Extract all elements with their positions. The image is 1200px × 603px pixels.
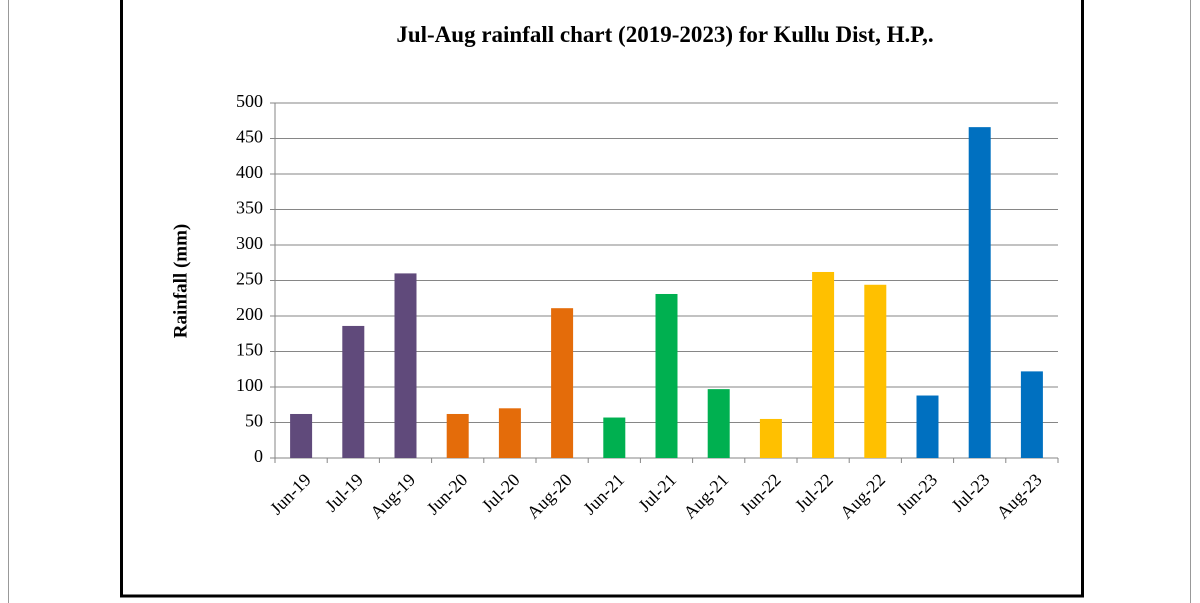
- bar: [342, 325, 365, 458]
- bar: [551, 308, 574, 458]
- bar: [603, 417, 626, 458]
- bar: [290, 413, 313, 458]
- bar: [498, 408, 521, 458]
- y-tick-label: 100: [236, 375, 263, 395]
- bar: [916, 395, 939, 458]
- y-tick-label: 50: [245, 411, 263, 431]
- bar: [968, 127, 991, 458]
- y-tick-label: 450: [236, 127, 263, 147]
- bar: [655, 293, 678, 458]
- y-tick-label: 300: [236, 233, 263, 253]
- chart-frame: [120, 0, 1084, 598]
- bar: [759, 418, 782, 458]
- y-tick-label: 200: [236, 304, 263, 324]
- y-tick-label: 0: [254, 446, 263, 466]
- bar: [394, 273, 417, 458]
- bar: [864, 284, 887, 458]
- y-tick-label: 400: [236, 162, 263, 182]
- bar: [446, 413, 469, 458]
- y-axis-label: Rainfall (mm): [170, 224, 191, 339]
- bar: [707, 389, 730, 458]
- bar: [812, 271, 835, 458]
- y-tick-label: 500: [236, 91, 263, 111]
- y-tick-label: 350: [236, 198, 263, 218]
- y-tick-label: 150: [236, 340, 263, 360]
- chart-title: Jul-Aug rainfall chart (2019-2023) for K…: [396, 22, 933, 47]
- bar: [1020, 371, 1043, 458]
- y-tick-label: 250: [236, 269, 263, 289]
